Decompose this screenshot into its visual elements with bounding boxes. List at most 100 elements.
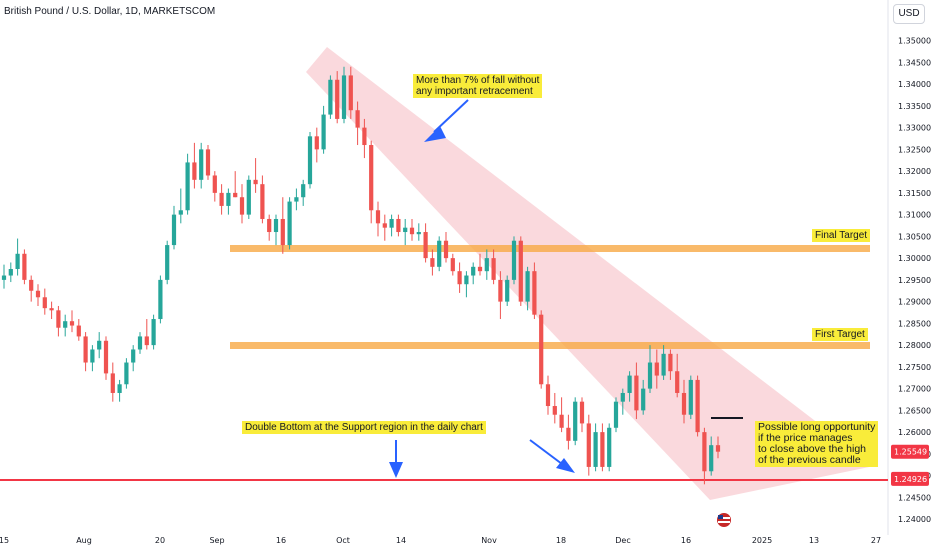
x-tick-label: Nov xyxy=(481,536,497,545)
candle xyxy=(239,184,245,224)
descending-channel xyxy=(306,47,874,500)
candle xyxy=(151,314,156,350)
candle xyxy=(348,66,353,119)
candle xyxy=(314,127,319,163)
candle-body xyxy=(205,149,211,176)
candle xyxy=(566,414,571,450)
candle-body xyxy=(8,269,13,276)
candle-body xyxy=(178,210,183,215)
candle-body xyxy=(273,218,279,233)
candle xyxy=(430,249,435,276)
support-price-label: 1.24926 xyxy=(894,475,927,484)
candle xyxy=(389,214,394,237)
candle xyxy=(8,262,13,283)
candle xyxy=(246,175,251,219)
candle-body xyxy=(280,218,285,246)
candle-body xyxy=(620,392,625,402)
candle xyxy=(715,436,721,459)
candle-body xyxy=(695,379,700,433)
candle-body xyxy=(668,353,673,372)
candle-body xyxy=(715,445,721,452)
y-tick-label: 1.29500 xyxy=(898,276,931,285)
candle-body xyxy=(226,192,231,206)
candle-body xyxy=(566,427,571,441)
candle-body xyxy=(348,75,353,111)
candle xyxy=(49,301,54,320)
y-tick-label: 1.28500 xyxy=(898,319,931,328)
candle-body xyxy=(484,258,489,272)
candle xyxy=(199,142,204,189)
x-tick-label: 16 xyxy=(276,536,286,545)
candle xyxy=(518,236,523,306)
candle-body xyxy=(253,179,258,185)
candle-body xyxy=(49,308,54,311)
candle-body xyxy=(443,240,449,259)
arrow-down-left-icon xyxy=(424,126,446,142)
candle xyxy=(559,397,564,433)
candle xyxy=(525,266,530,311)
candle xyxy=(675,353,680,398)
candle xyxy=(103,336,109,380)
double-bottom-annotation: Double Bottom at the Support region in t… xyxy=(242,421,486,434)
candle-body xyxy=(1,275,7,280)
candle-body xyxy=(131,349,136,363)
candle xyxy=(226,188,231,215)
candle xyxy=(260,175,265,224)
candle-body xyxy=(22,253,27,280)
candle-body xyxy=(600,432,605,467)
candle-body xyxy=(586,423,591,467)
y-tick-label: 1.31000 xyxy=(898,211,931,220)
y-tick-label: 1.27500 xyxy=(898,363,931,372)
candle-body xyxy=(355,110,360,128)
candle-body xyxy=(681,392,687,415)
y-tick-label: 1.26500 xyxy=(898,406,931,415)
candle-body xyxy=(307,136,313,185)
candle xyxy=(192,142,197,189)
candle xyxy=(545,375,551,415)
candle-body xyxy=(301,184,306,198)
candle xyxy=(29,275,34,302)
candle-body xyxy=(559,414,564,428)
candle xyxy=(1,264,7,289)
long-opportunity-annotation: Possible long opportunity if the price m… xyxy=(755,421,879,467)
candle xyxy=(158,275,163,324)
candle xyxy=(294,188,299,211)
candle-body xyxy=(375,210,381,224)
candle xyxy=(90,345,95,372)
flag-icon[interactable] xyxy=(717,513,731,527)
candle xyxy=(144,319,149,350)
candle-body xyxy=(103,340,109,374)
final-target-zone xyxy=(230,245,870,252)
candle-body xyxy=(430,258,435,267)
current-price-label: 1.25549 xyxy=(894,448,927,457)
candle xyxy=(97,332,102,359)
currency-button[interactable]: USD xyxy=(893,4,925,24)
y-tick-label: 1.35000 xyxy=(898,37,931,46)
x-tick-label: Aug xyxy=(76,536,92,545)
candle xyxy=(76,319,81,341)
candle xyxy=(307,131,313,189)
candle-body xyxy=(477,266,483,272)
candle xyxy=(409,218,415,241)
y-tick-label: 1.32500 xyxy=(898,145,931,154)
candle xyxy=(110,362,115,402)
candle xyxy=(498,271,503,320)
candle xyxy=(369,140,374,224)
candle xyxy=(573,397,578,446)
candle-body xyxy=(498,279,503,302)
candle xyxy=(131,345,136,372)
candle-body xyxy=(69,321,75,326)
candle-body xyxy=(532,271,537,315)
candle xyxy=(443,232,449,263)
candle-body xyxy=(525,271,530,302)
candle-body xyxy=(185,162,190,211)
candle-body xyxy=(15,253,20,269)
candle xyxy=(56,305,61,337)
y-tick-label: 1.34500 xyxy=(898,58,931,67)
candle-body xyxy=(267,218,272,233)
y-tick-label: 1.28000 xyxy=(898,341,931,350)
candle-body xyxy=(29,279,34,291)
candle xyxy=(212,171,217,202)
candle-body xyxy=(294,197,299,202)
